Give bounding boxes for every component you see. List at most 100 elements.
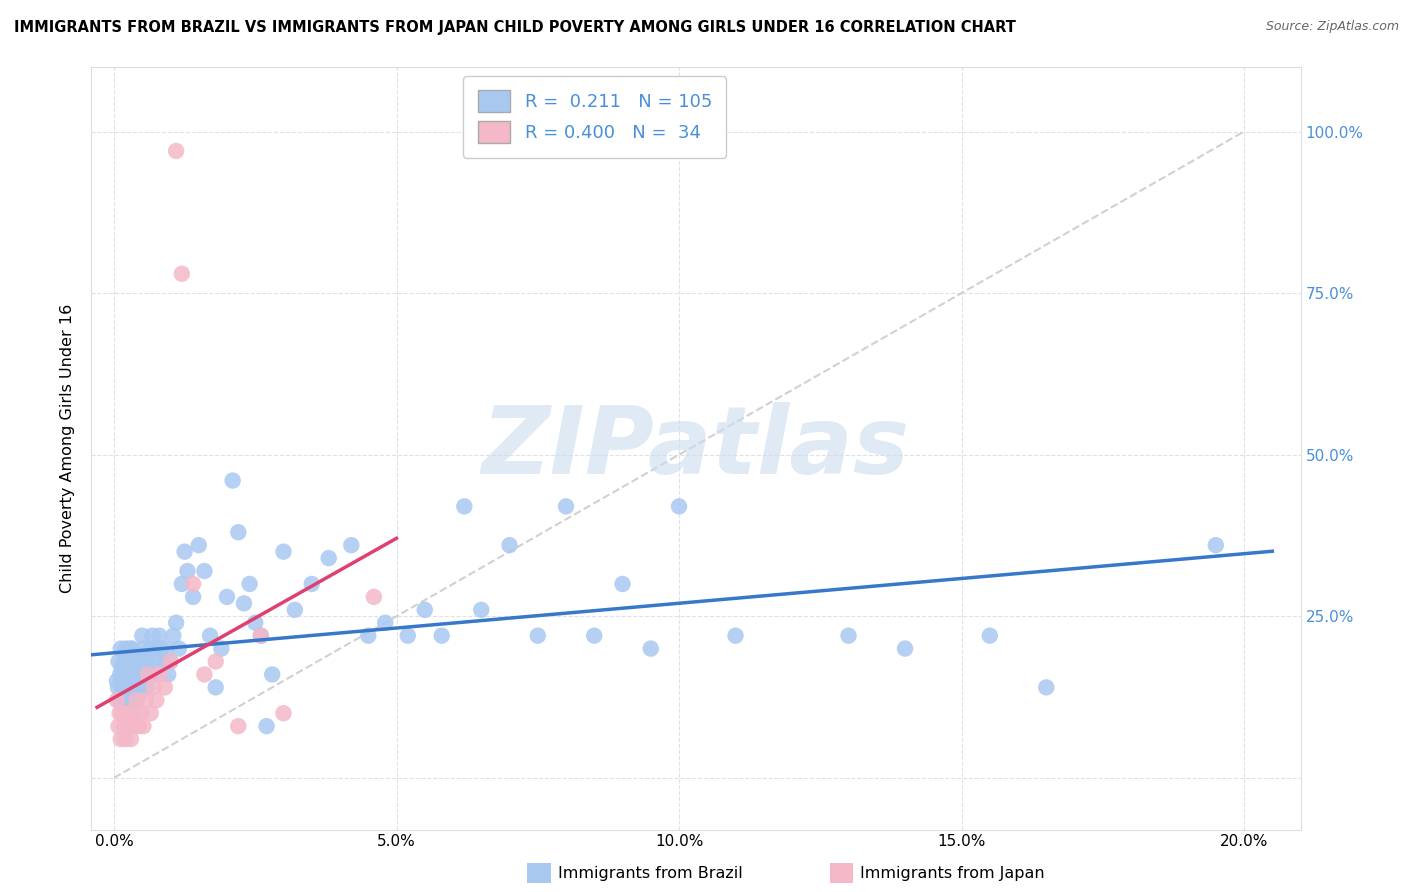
Point [120,667,142,681]
Y-axis label: Child Poverty Among Girls Under 16: Child Poverty Among Girls Under 16 [60,303,76,593]
Point [198,629,221,643]
Point [430,629,453,643]
Point [340,538,363,552]
Point [284,603,307,617]
Point [159,655,181,669]
Point [173,544,195,558]
Point [125,693,148,707]
Point [526,629,548,643]
Point [668,500,690,514]
Point [128,719,150,733]
Point [209,641,232,656]
Point [118,641,141,656]
Point [724,629,747,643]
Point [273,544,295,558]
Point [122,693,145,707]
Point [138,667,160,681]
Text: Immigrants from Brazil: Immigrants from Brazil [558,866,742,880]
Point [273,706,295,721]
Point [110,681,132,695]
Text: IMMIGRANTS FROM BRAZIL VS IMMIGRANTS FROM JAPAN CHILD POVERTY AMONG GIRLS UNDER : IMMIGRANTS FROM BRAZIL VS IMMIGRANTS FRO… [14,20,1017,35]
Point [132,719,155,733]
Point [357,629,380,643]
Point [141,629,163,643]
Point [111,661,134,675]
Point [121,719,143,733]
Point [838,629,860,643]
Point [176,564,198,578]
Point [155,641,177,656]
Point [193,667,215,681]
Point [114,667,136,681]
Point [170,577,193,591]
Point [110,641,132,656]
Point [129,661,152,675]
Point [112,687,135,701]
Point [135,693,157,707]
Point [139,706,162,721]
Point [318,551,340,566]
Point [125,655,148,669]
Point [181,577,204,591]
Point [127,681,149,695]
Point [139,641,162,656]
Point [498,538,520,552]
Point [115,681,138,695]
Point [250,629,273,643]
Point [301,577,323,591]
Point [120,655,142,669]
Point [111,706,134,721]
Point [146,655,169,669]
Point [121,681,143,695]
Point [129,687,152,701]
Point [187,538,209,552]
Point [215,590,238,604]
Point [142,681,165,695]
Point [131,629,153,643]
Point [117,667,139,681]
Point [453,500,475,514]
Point [152,655,174,669]
Point [112,655,135,669]
Point [112,719,135,733]
Point [136,655,159,669]
Point [150,641,173,656]
Point [118,693,141,707]
Point [120,732,142,747]
Point [165,615,187,630]
Point [226,525,249,540]
Point [153,681,176,695]
Point [145,693,167,707]
Point [107,719,129,733]
Point [124,681,146,695]
Point [108,706,131,721]
Legend: R =  0.211   N = 105, R = 0.400   N =  34: R = 0.211 N = 105, R = 0.400 N = 34 [463,76,727,158]
Point [157,667,180,681]
Point [979,629,1001,643]
Point [221,474,243,488]
Point [125,661,148,675]
Point [226,719,249,733]
Text: Immigrants from Japan: Immigrants from Japan [860,866,1045,880]
Point [233,596,256,610]
Point [127,673,149,688]
Point [132,641,155,656]
Point [470,603,492,617]
Point [162,629,184,643]
Point [239,577,262,591]
Point [363,590,385,604]
Point [135,667,157,681]
Point [124,667,146,681]
Point [170,267,193,281]
Point [122,655,145,669]
Point [374,615,396,630]
Point [148,667,170,681]
Point [115,641,138,656]
Point [124,673,146,688]
Point [204,655,226,669]
Point [128,655,150,669]
Point [136,667,159,681]
Point [167,641,190,656]
Point [111,673,134,688]
Point [108,667,131,681]
